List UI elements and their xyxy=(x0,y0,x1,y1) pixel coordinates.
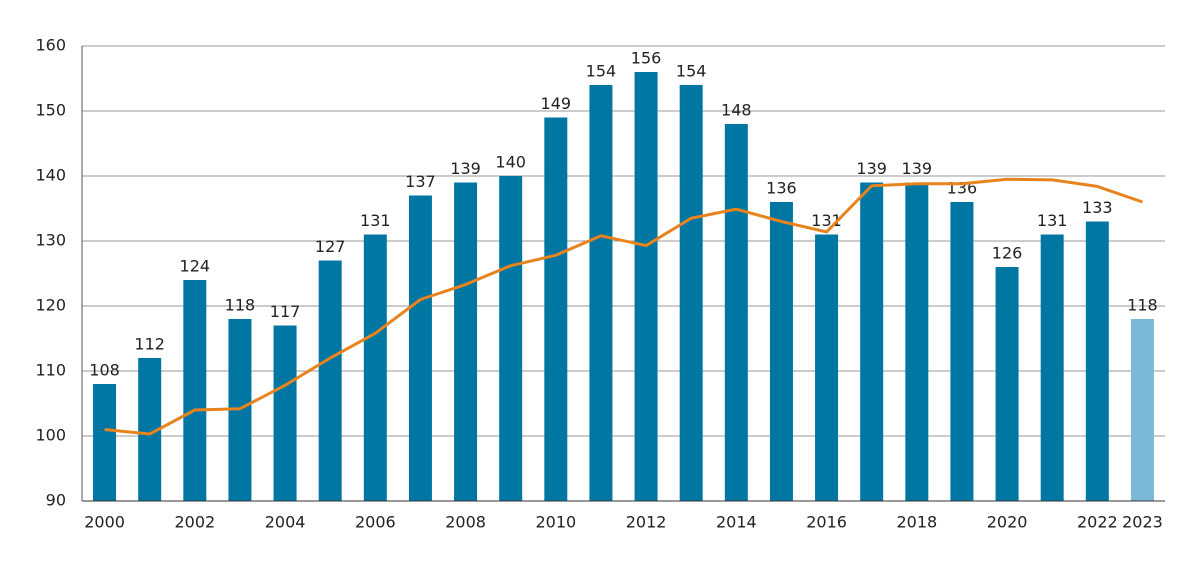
value-label: 133 xyxy=(1082,198,1113,217)
value-label: 137 xyxy=(405,172,436,191)
value-label: 118 xyxy=(1127,296,1158,315)
bar xyxy=(544,117,568,501)
value-label: 131 xyxy=(360,211,391,230)
x-tick-label: 2016 xyxy=(806,513,847,532)
value-label: 148 xyxy=(721,101,752,120)
value-label: 154 xyxy=(676,62,707,81)
y-tick-label: 130 xyxy=(35,231,66,250)
bar xyxy=(589,85,613,501)
line-series xyxy=(104,177,1143,436)
bar xyxy=(950,202,974,501)
x-tick-label: 2006 xyxy=(355,513,396,532)
y-tick-label: 120 xyxy=(35,296,66,315)
x-tick-label: 2022 xyxy=(1077,513,1118,532)
bar xyxy=(1085,221,1109,501)
bar xyxy=(318,260,342,501)
bar xyxy=(769,202,793,501)
y-tick-label: 160 xyxy=(35,36,66,55)
bar xyxy=(1130,319,1154,501)
x-tick-label: 2023 xyxy=(1122,513,1163,532)
y-tick-label: 150 xyxy=(35,101,66,120)
bar xyxy=(905,182,929,501)
x-tick-label: 2010 xyxy=(535,513,576,532)
value-label: 124 xyxy=(180,257,211,276)
value-label: 139 xyxy=(902,159,933,178)
x-tick-label: 2020 xyxy=(987,513,1028,532)
bar xyxy=(815,234,839,501)
value-label: 139 xyxy=(856,159,887,178)
bar xyxy=(138,358,162,501)
x-tick-label: 2000 xyxy=(84,513,125,532)
bar xyxy=(724,124,748,501)
bar xyxy=(679,85,703,501)
value-label: 127 xyxy=(315,237,346,256)
bar xyxy=(183,280,207,501)
value-label: 108 xyxy=(89,361,120,380)
y-tick-label: 90 xyxy=(46,491,66,510)
value-label: 140 xyxy=(495,153,526,172)
x-tick-label: 2004 xyxy=(265,513,306,532)
bar xyxy=(273,325,297,501)
bar xyxy=(408,195,432,501)
y-tick-label: 110 xyxy=(35,361,66,380)
value-label: 126 xyxy=(992,244,1023,263)
bar xyxy=(93,384,117,501)
bar xyxy=(363,234,387,501)
x-tick-label: 2018 xyxy=(896,513,937,532)
y-tick-label: 140 xyxy=(35,166,66,185)
bar xyxy=(454,182,478,501)
bar xyxy=(499,176,523,501)
value-label: 139 xyxy=(450,159,481,178)
value-label: 154 xyxy=(586,62,617,81)
value-label: 112 xyxy=(134,335,165,354)
bar xyxy=(995,267,1019,501)
value-label: 149 xyxy=(541,94,572,113)
value-label: 118 xyxy=(225,296,256,315)
x-tick-label: 2012 xyxy=(626,513,667,532)
bar xyxy=(634,72,658,501)
value-label: 156 xyxy=(631,49,662,68)
value-label: 131 xyxy=(1037,211,1068,230)
bar xyxy=(860,182,884,501)
x-tick-label: 2008 xyxy=(445,513,486,532)
value-label: 136 xyxy=(766,179,797,198)
bar xyxy=(1040,234,1064,501)
x-tick-label: 2002 xyxy=(174,513,215,532)
value-label: 117 xyxy=(270,302,301,321)
x-tick-label: 2014 xyxy=(716,513,757,532)
y-tick-label: 100 xyxy=(35,426,66,445)
